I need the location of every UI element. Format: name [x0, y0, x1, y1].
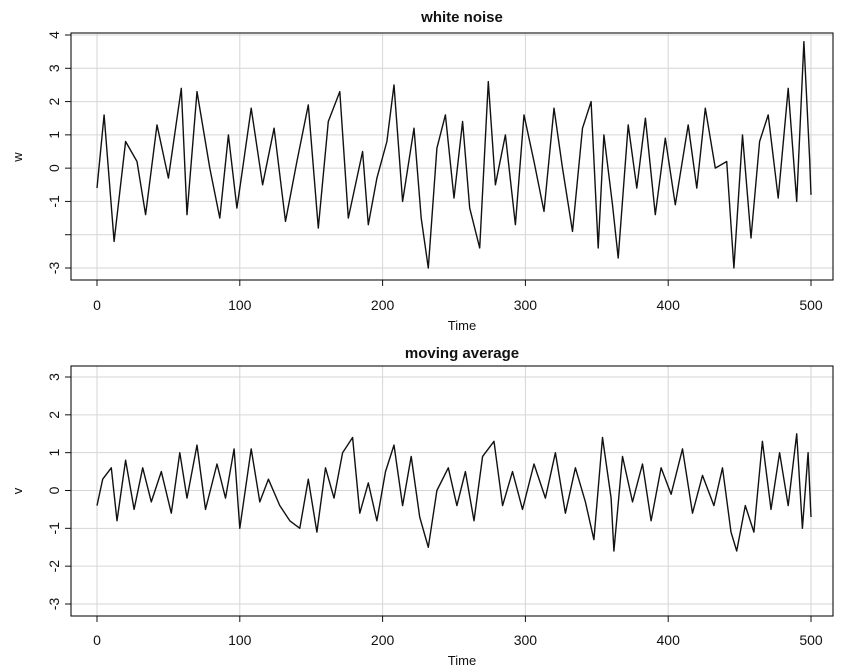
y-tick-label: 1	[46, 131, 62, 139]
x-axis: 0 100 200 300 400 500	[93, 280, 823, 313]
moving-average-panel: moving average -3 -2 -1 0 1 2 3 0 100 200 300 400 5…	[10, 345, 834, 668]
y-tick-label: -3	[46, 262, 62, 275]
x-tick-label: 200	[371, 297, 395, 313]
y-tick-label: 1	[46, 449, 62, 457]
y-tick-label: 2	[46, 97, 62, 105]
y-tick-label: 3	[46, 64, 62, 72]
x-tick-label: 0	[93, 297, 101, 313]
white-noise-panel: white noise -3 -1 0 1 2 3 4 0 100 200 300 400 500 T…	[10, 9, 834, 333]
y-tick-label: 2	[46, 411, 62, 419]
x-tick-label: 500	[799, 632, 823, 648]
y-axis: -3 -1 0 1 2 3 4	[46, 31, 71, 274]
y-tick-label: 4	[46, 31, 62, 39]
x-axis-label: Time	[448, 318, 476, 333]
white-noise-series-line	[96, 41, 812, 269]
y-tick-label: 0	[46, 486, 62, 494]
x-tick-label: 300	[514, 297, 538, 313]
plot-frame	[70, 32, 834, 281]
x-tick-label: 400	[657, 297, 681, 313]
x-tick-label: 400	[657, 632, 681, 648]
y-tick-label: -2	[46, 560, 62, 573]
x-tick-label: 100	[228, 632, 252, 648]
y-tick-label: 0	[46, 164, 62, 172]
chart-title: white noise	[420, 9, 503, 26]
x-tick-label: 0	[93, 632, 101, 648]
y-axis-label: w	[10, 152, 25, 163]
chart-title: moving average	[405, 345, 519, 362]
x-tick-label: 500	[799, 297, 823, 313]
y-tick-label: -3	[46, 598, 62, 611]
moving-average-series-line	[96, 433, 812, 552]
x-axis-label: Time	[448, 653, 476, 668]
y-tick-label: -1	[46, 195, 62, 208]
x-axis: 0 100 200 300 400 500	[93, 616, 823, 648]
x-tick-label: 200	[371, 632, 395, 648]
y-tick-label: -1	[46, 522, 62, 535]
grid	[71, 33, 833, 280]
y-tick-label: 3	[46, 373, 62, 381]
y-axis-label: v	[10, 487, 25, 494]
x-tick-label: 100	[228, 297, 252, 313]
x-tick-label: 300	[514, 632, 538, 648]
y-axis: -3 -2 -1 0 1 2 3	[46, 373, 71, 610]
